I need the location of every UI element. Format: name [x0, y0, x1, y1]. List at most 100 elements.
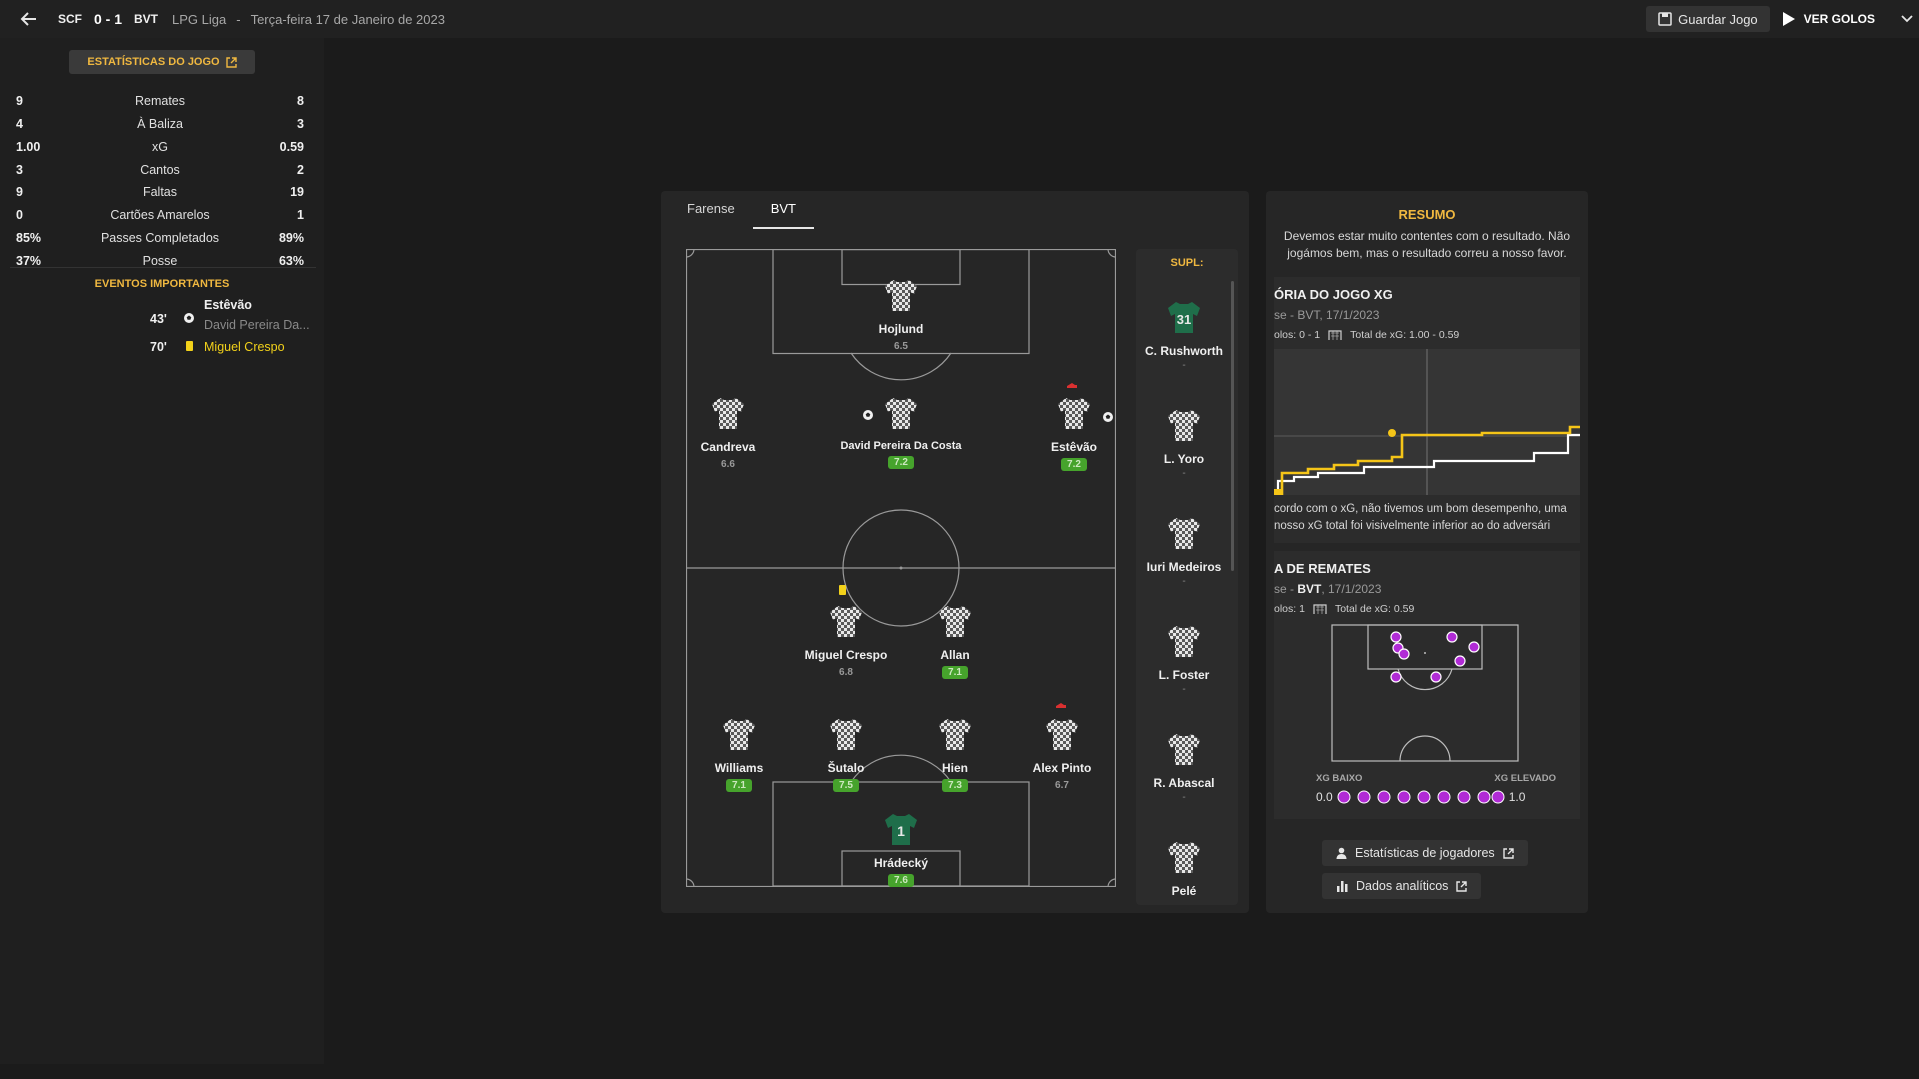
scoreline: SCF 0 - 1 BVT: [58, 11, 158, 27]
pitch: Hojlund 6.5 Candreva 6.6 David Pereira D…: [686, 249, 1116, 887]
player-name: Pelé: [1171, 884, 1197, 898]
player-allan[interactable]: Allan 7.1: [875, 601, 1035, 680]
chevron-down-icon: [1901, 15, 1913, 23]
player-candreva[interactable]: Candreva 6.6: [648, 393, 808, 472]
save-match-button[interactable]: Guardar Jogo: [1646, 6, 1770, 32]
stat-home: 4: [16, 117, 23, 131]
player-name: David Pereira Da Costa: [840, 440, 962, 452]
xg-meta: olos: 0 - 1 Total de xG: 1.00 - 0.59: [1274, 329, 1459, 341]
play-icon: [1782, 12, 1795, 26]
save-match-label: Guardar Jogo: [1678, 11, 1758, 27]
divider: [10, 267, 316, 268]
boot-icon: [1056, 703, 1066, 708]
event-text: Miguel Crespo: [204, 340, 285, 354]
event-assist: David Pereira Da...: [204, 318, 310, 332]
football-icon: [180, 312, 198, 327]
tab-bvt[interactable]: BVT: [752, 191, 814, 229]
stat-home: 3: [16, 163, 23, 177]
player-alex-pinto[interactable]: Alex Pinto 6.7: [982, 714, 1142, 793]
stat-away: 0.59: [279, 140, 304, 154]
bar-chart-icon: [1337, 881, 1348, 892]
substitutes-panel: SUPL: 31 C. Rushworth - L. Yoro - Iuri M…: [1136, 249, 1238, 905]
stat-row: 4 À Baliza 3: [16, 113, 304, 135]
save-icon: [1658, 12, 1672, 26]
view-goals-label: VER GOLOS: [1803, 12, 1875, 26]
stat-away: 63%: [278, 254, 304, 268]
player-hien[interactable]: Hien 7.3: [875, 714, 1035, 793]
analytics-button[interactable]: Dados analíticos: [1322, 873, 1482, 899]
lineup-card: Farense BVT: [661, 191, 1249, 913]
match-stats-tab[interactable]: ESTATÍSTICAS DO JOGO: [69, 50, 255, 74]
event-goal[interactable]: 43' Estêvão David Pereira Da...: [150, 298, 314, 332]
shirt-icon: [712, 398, 744, 429]
player-rating: -: [1182, 576, 1186, 587]
external-link-icon: [1456, 880, 1468, 892]
player-rating: 6.6: [721, 459, 735, 470]
sub-player[interactable]: Pelé: [1136, 837, 1232, 898]
competition[interactable]: LPG Liga: [172, 11, 227, 27]
xg-chart: [1274, 349, 1580, 495]
shirt-icon: [939, 719, 971, 750]
home-team-abbr: SCF: [58, 12, 82, 26]
sub-player[interactable]: R. Abascal -: [1136, 729, 1232, 803]
stat-away: 89%: [278, 231, 304, 245]
gk-shirt-icon: 31: [1168, 302, 1200, 333]
stat-label: Cartões Amarelos: [110, 208, 210, 222]
goals-dropdown-button[interactable]: [1895, 15, 1919, 23]
xg-subtitle: se - BVT, 17/1/2023: [1274, 308, 1380, 322]
back-button[interactable]: [0, 0, 58, 38]
shot-marker: [1390, 671, 1402, 683]
legend-low: XG BAIXO: [1316, 773, 1363, 784]
shot-marker: [1430, 671, 1442, 683]
subs-title: SUPL:: [1170, 257, 1204, 269]
sub-player[interactable]: L. Foster -: [1136, 621, 1232, 695]
player-miguel-crespo[interactable]: Miguel Crespo 6.8: [766, 601, 926, 680]
player-rating: 6.7: [1055, 780, 1069, 791]
player-hradecky[interactable]: 1 Hrádecký 7.6: [821, 809, 981, 888]
xg-timeline-widget[interactable]: ÓRIA DO JOGO XG se - BVT, 17/1/2023 olos…: [1274, 277, 1580, 543]
xg-series-away: [1280, 425, 1580, 495]
external-link-icon: [225, 56, 237, 68]
shot-marker: [1446, 631, 1458, 643]
stat-away: 19: [290, 185, 304, 199]
stat-home: 37%: [16, 254, 42, 268]
boot-icon: [1067, 383, 1077, 388]
sub-player[interactable]: 31 C. Rushworth -: [1136, 297, 1232, 371]
shotmap-sub-post: , 17/1/2023: [1321, 582, 1382, 596]
event-player: Miguel Crespo: [204, 340, 285, 354]
tab-farense[interactable]: Farense: [687, 201, 735, 216]
shirt-icon: [939, 606, 971, 637]
event-yellow-card[interactable]: 70' Miguel Crespo: [150, 340, 285, 354]
player-name: Iuri Medeiros: [1146, 560, 1222, 574]
shirt-icon: [830, 606, 862, 637]
shirt-icon: [1168, 842, 1200, 873]
player-hojlund[interactable]: Hojlund 6.5: [821, 275, 981, 354]
stat-home: 85%: [16, 231, 42, 245]
legend-min: 0.0: [1316, 790, 1333, 804]
view-goals-button[interactable]: VER GOLOS: [1782, 6, 1883, 32]
stat-label: Cantos: [140, 163, 180, 177]
player-name: R. Abascal: [1153, 776, 1215, 790]
yellow-card-icon: [839, 585, 846, 598]
player-estevao[interactable]: Estêvão 7.2: [994, 393, 1154, 472]
arrow-left-icon: [20, 12, 36, 26]
shot-map-widget[interactable]: A DE REMATES se - BVT, 17/1/2023 olos: 1…: [1274, 551, 1580, 819]
subs-scrollbar[interactable]: [1231, 281, 1234, 571]
header-actions: Guardar Jogo VER GOLOS: [1646, 0, 1919, 38]
stat-home: 9: [16, 185, 23, 199]
player-sutalo[interactable]: Šutalo 7.5: [766, 714, 926, 793]
player-name: L. Yoro: [1163, 452, 1205, 466]
sub-player[interactable]: L. Yoro -: [1136, 405, 1232, 479]
player-david-pereira[interactable]: David Pereira Da Costa 7.2: [821, 393, 981, 470]
stat-row: 3 Cantos 2: [16, 159, 304, 181]
xg-total: Total de xG: 1.00 - 0.59: [1350, 329, 1460, 341]
stat-away: 1: [297, 208, 304, 222]
player-williams[interactable]: Williams 7.1: [659, 714, 819, 793]
stat-home: 1.00: [16, 140, 41, 154]
sub-player[interactable]: Iuri Medeiros -: [1136, 513, 1232, 587]
gk-shirt-icon: 1: [885, 814, 917, 845]
player-stats-button[interactable]: Estatísticas de jogadores: [1322, 840, 1528, 866]
shirt-icon: [1168, 518, 1200, 549]
player-rating: 6.5: [894, 341, 908, 352]
player-rating: -: [1182, 360, 1186, 371]
